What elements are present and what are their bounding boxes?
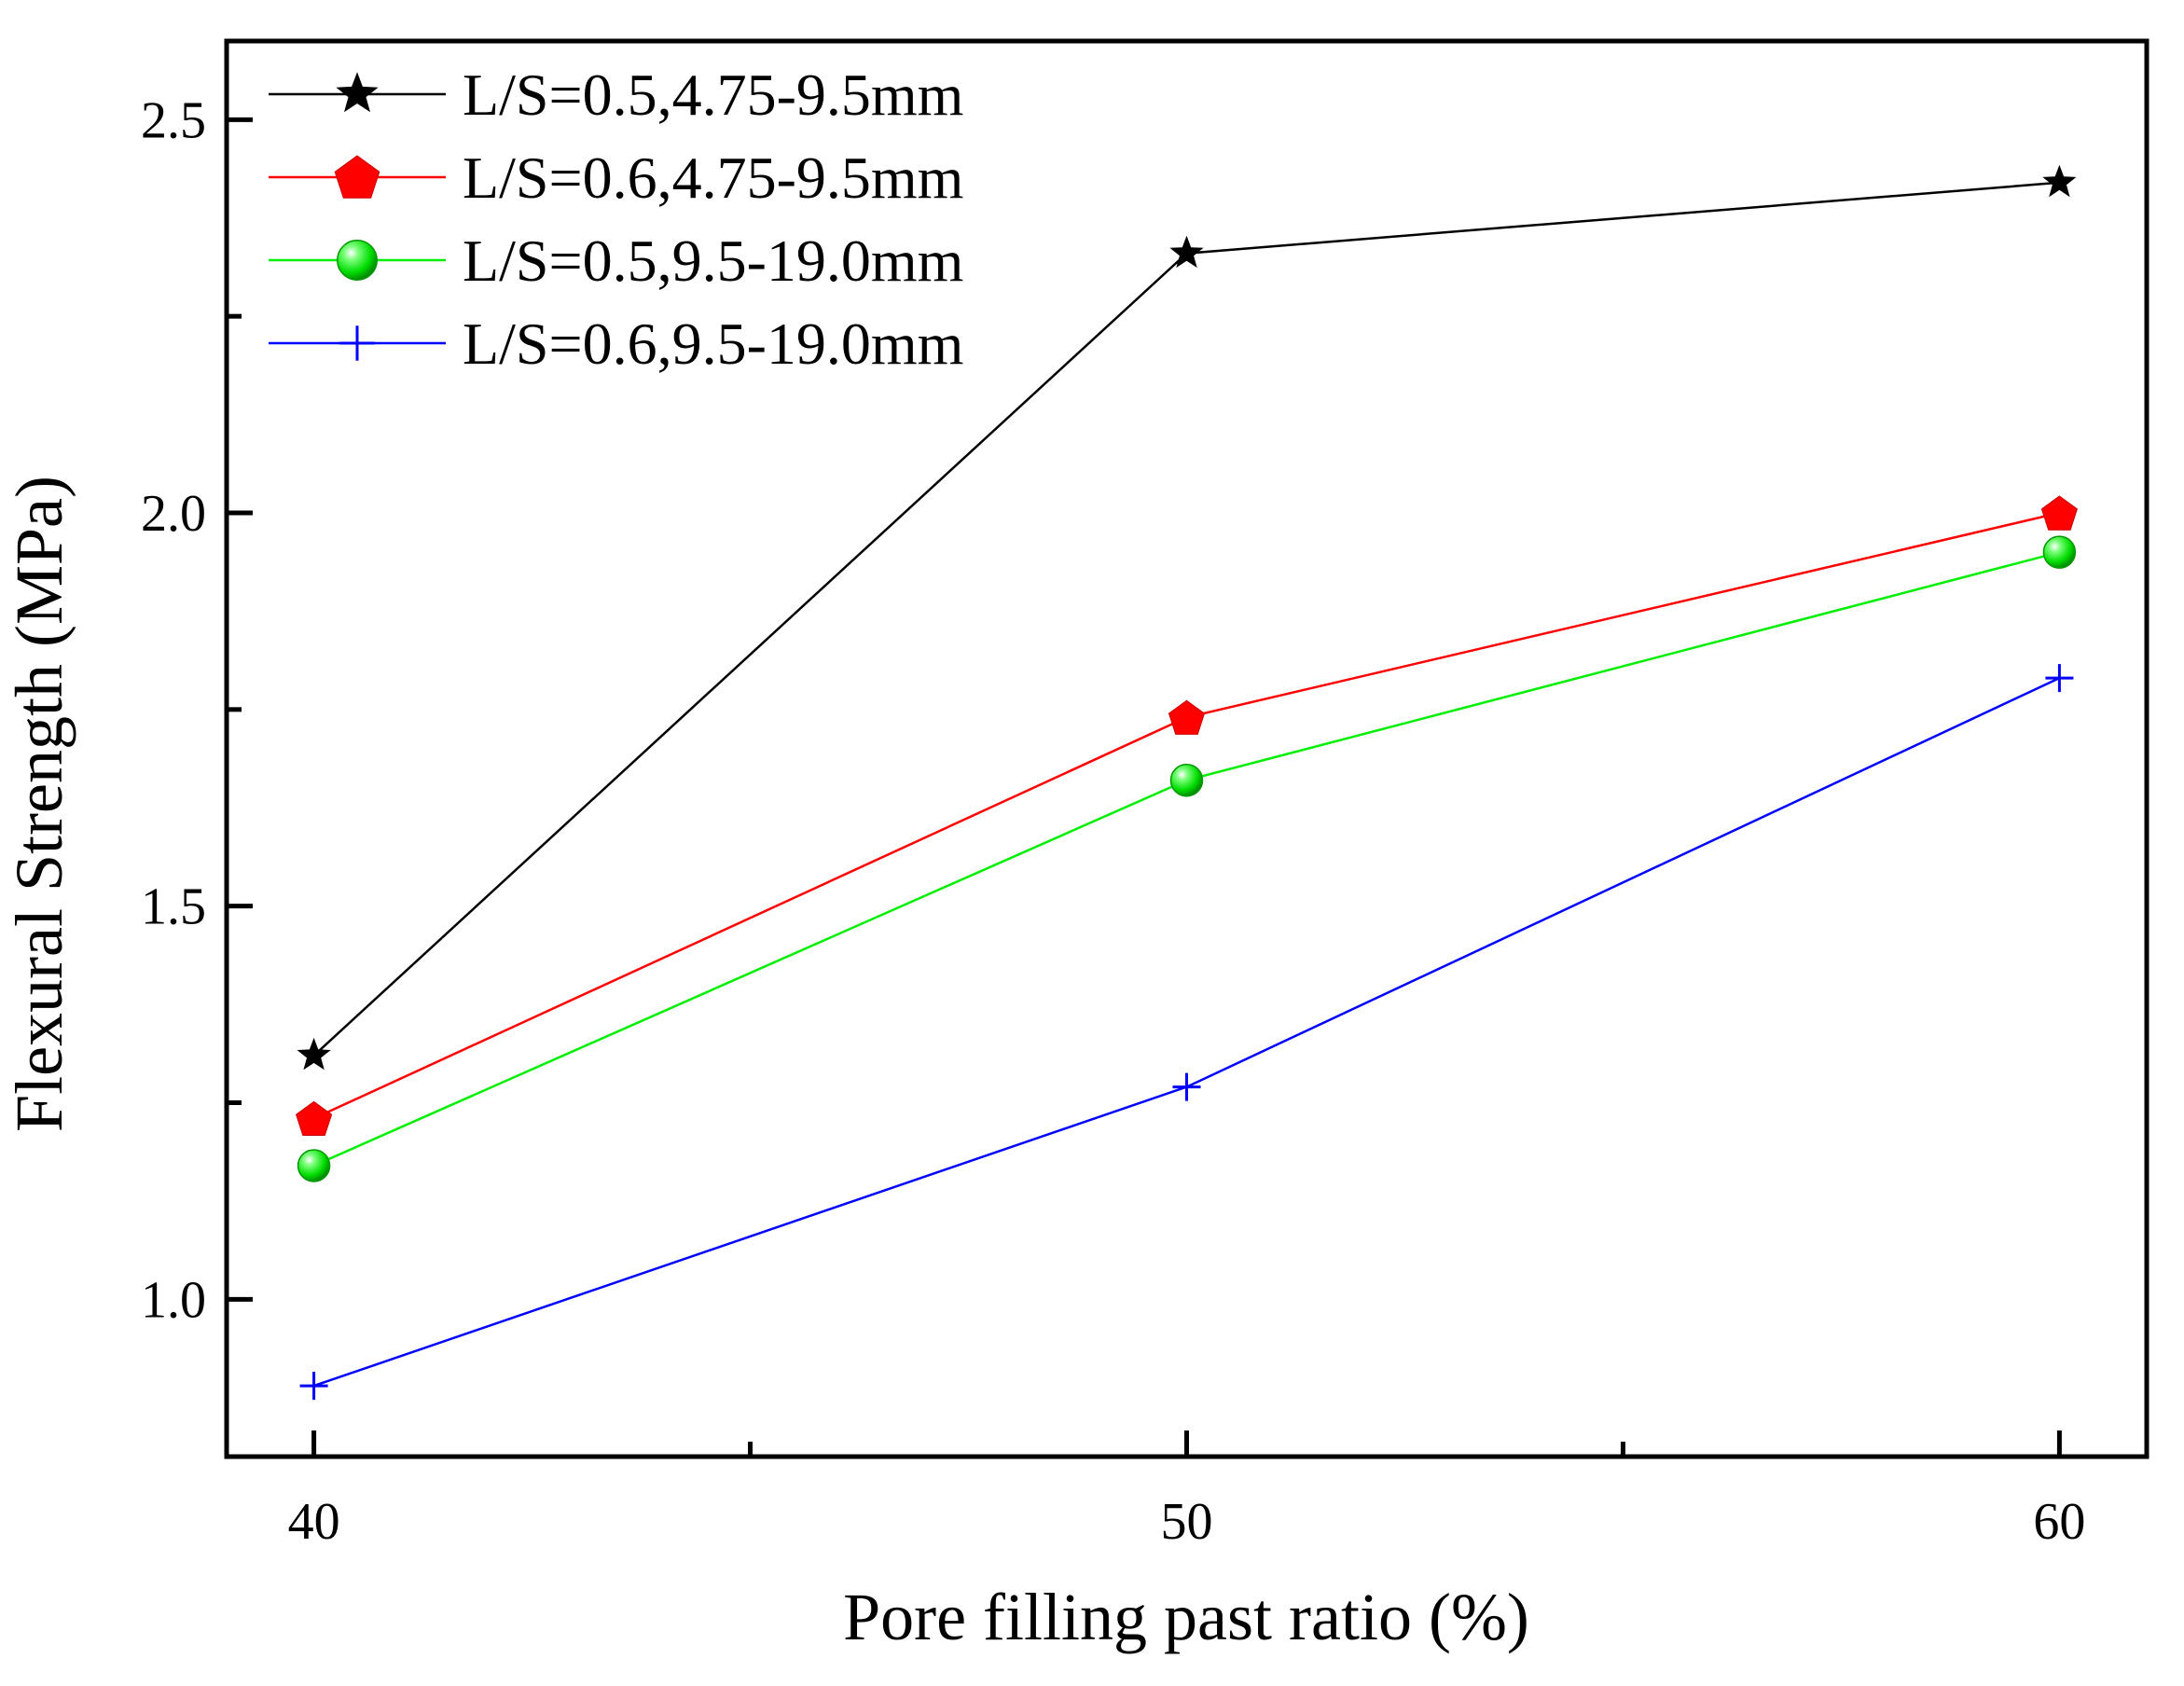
x-tick-label: 40 bbox=[288, 1493, 340, 1551]
legend-item-4: L/S=0.6,9.5-19.0mm bbox=[269, 311, 963, 377]
legend-marker bbox=[337, 240, 378, 281]
legend-item-1: L/S=0.5,4.75-9.5mm bbox=[269, 62, 963, 128]
y-tick-label: 1.5 bbox=[141, 878, 206, 936]
y-tick-label: 1.0 bbox=[141, 1271, 206, 1329]
series-1 bbox=[297, 164, 2077, 1071]
series-3 bbox=[297, 535, 2077, 1182]
legend-item-3: L/S=0.5,9.5-19.0mm bbox=[269, 228, 963, 294]
legend-item-2: L/S=0.6,4.75-9.5mm bbox=[269, 145, 963, 211]
legend-marker bbox=[334, 155, 380, 199]
legend: L/S=0.5,4.75-9.5mm L/S=0.6,4.75-9.5mm L/S=… bbox=[269, 62, 963, 377]
series-4 bbox=[299, 664, 2074, 1401]
series-2 bbox=[296, 495, 2078, 1136]
series-4-point bbox=[299, 1372, 328, 1401]
x-axis-label: Pore filling past ratio (%) bbox=[843, 1580, 1529, 1654]
series-2-point bbox=[2040, 495, 2078, 531]
series-3-point bbox=[2042, 535, 2077, 569]
legend-label: L/S=0.5,4.75-9.5mm bbox=[463, 62, 963, 128]
series-4-point bbox=[1172, 1072, 1201, 1101]
x-tick-label: 50 bbox=[1161, 1493, 1213, 1551]
series-2-point bbox=[1168, 699, 1206, 735]
y-tick-label: 2.0 bbox=[141, 485, 206, 543]
y-axis-label: Flexural Strength (MPa) bbox=[2, 476, 76, 1132]
y-tick-label: 2.5 bbox=[141, 91, 206, 149]
series-1-point bbox=[1169, 235, 1204, 269]
series-layer bbox=[296, 164, 2078, 1401]
legend-label: L/S=0.6,9.5-19.0mm bbox=[463, 311, 963, 377]
series-1-point bbox=[297, 1037, 331, 1071]
series-3-point bbox=[1169, 763, 1204, 797]
series-4-point bbox=[2045, 664, 2074, 693]
x-tick-label: 60 bbox=[2033, 1493, 2085, 1551]
series-1-point bbox=[2042, 164, 2077, 198]
legend-label: L/S=0.6,4.75-9.5mm bbox=[463, 145, 963, 211]
legend-label: L/S=0.5,9.5-19.0mm bbox=[463, 228, 963, 294]
legend-marker bbox=[336, 72, 379, 113]
series-2-point bbox=[296, 1100, 333, 1136]
series-3-point bbox=[297, 1149, 331, 1182]
legend-marker bbox=[339, 325, 375, 361]
axes: 40 50 60 1.0 1.5 2.0 2.5 bbox=[141, 38, 2149, 1551]
